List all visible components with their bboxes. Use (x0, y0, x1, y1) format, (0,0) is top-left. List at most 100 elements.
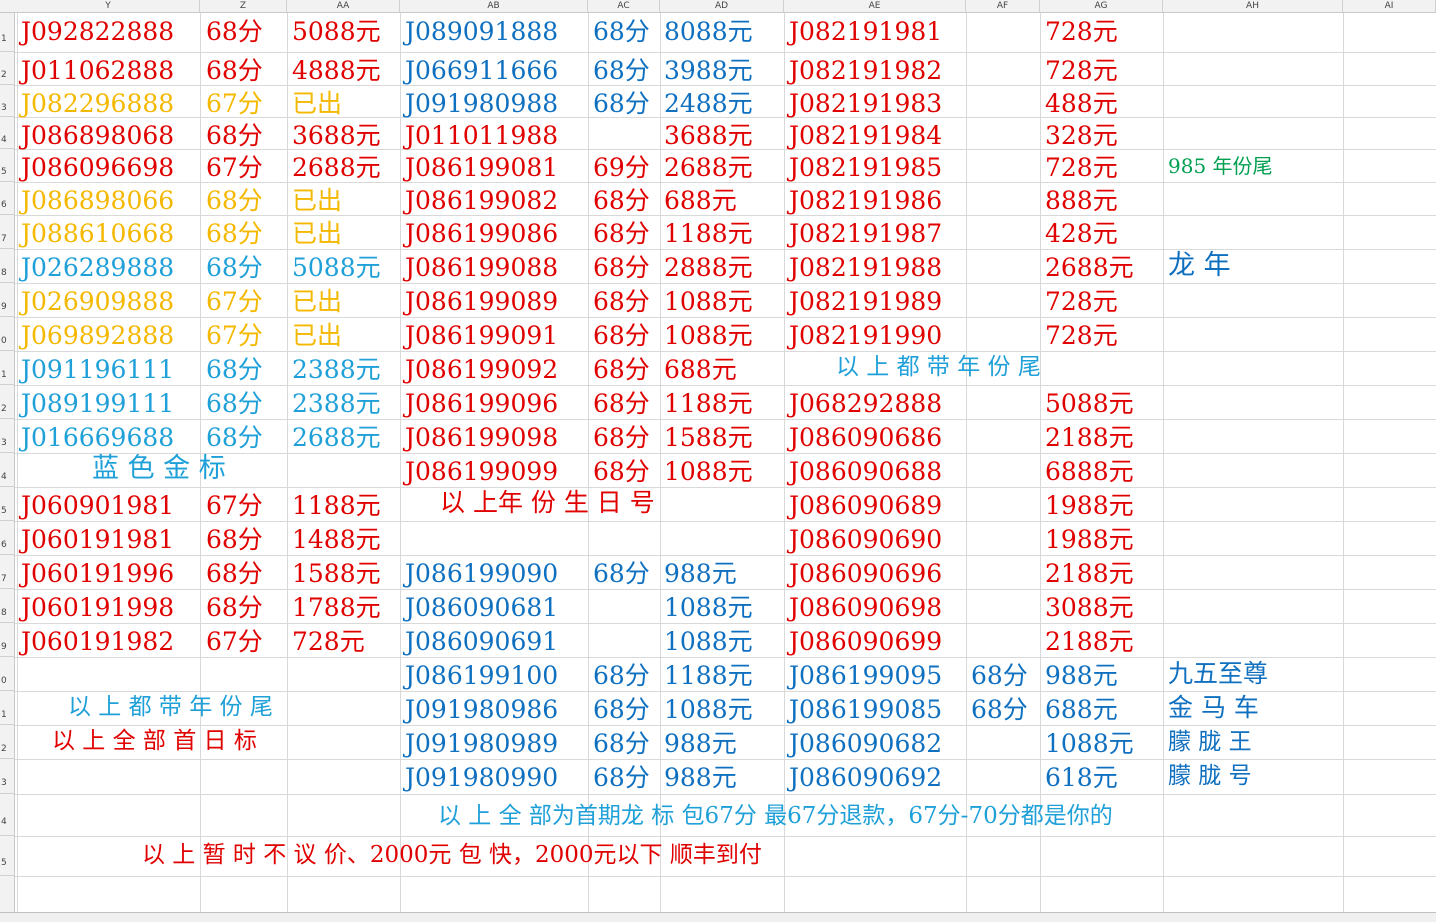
score-cell[interactable]: 68分 (593, 763, 650, 792)
phone-number-cell[interactable]: J092822888 (21, 17, 175, 46)
phone-number-cell[interactable]: J086090688 (789, 457, 943, 486)
phone-number-cell[interactable]: J086096698 (21, 153, 175, 182)
price-cell[interactable]: 2188元 (1045, 559, 1134, 588)
price-cell[interactable]: 4888元 (292, 56, 381, 85)
price-cell[interactable]: 988元 (1045, 661, 1118, 690)
price-cell[interactable]: 1088元 (664, 627, 753, 656)
row-header[interactable]: 1 (0, 13, 14, 52)
price-cell[interactable]: 728元 (1045, 321, 1118, 350)
price-cell[interactable]: 2688元 (1045, 253, 1134, 282)
phone-number-cell[interactable]: J060901981 (21, 491, 175, 520)
score-cell[interactable]: 68分 (206, 121, 263, 150)
phone-number-cell[interactable]: J086090690 (789, 525, 943, 554)
row-header[interactable]: 8 (0, 249, 14, 283)
price-cell[interactable]: 1788元 (292, 593, 381, 622)
score-cell[interactable]: 68分 (593, 695, 650, 724)
phone-number-cell[interactable]: J086199099 (405, 457, 559, 486)
price-cell[interactable]: 988元 (664, 559, 737, 588)
phone-number-cell[interactable]: J086199081 (405, 153, 559, 182)
score-cell[interactable]: 68分 (971, 661, 1028, 690)
price-cell[interactable]: 1088元 (664, 593, 753, 622)
price-cell[interactable]: 728元 (1045, 287, 1118, 316)
phone-number-cell[interactable]: J089091888 (405, 17, 559, 46)
phone-number-cell[interactable]: J082191987 (789, 219, 943, 248)
score-cell[interactable]: 68分 (206, 355, 263, 384)
phone-number-cell[interactable]: J082191988 (789, 253, 943, 282)
column-header[interactable]: AG (1040, 0, 1163, 12)
score-cell[interactable]: 67分 (206, 287, 263, 316)
row-header[interactable]: 5 (0, 149, 14, 182)
score-cell[interactable]: 68分 (206, 17, 263, 46)
price-cell[interactable]: 888元 (1045, 186, 1118, 215)
price-cell[interactable]: 618元 (1045, 763, 1118, 792)
score-cell[interactable]: 68分 (593, 89, 650, 118)
row-header[interactable]: 6 (0, 521, 14, 555)
score-cell[interactable]: 68分 (206, 525, 263, 554)
phone-number-cell[interactable]: J086199088 (405, 253, 559, 282)
phone-number-cell[interactable]: J069892888 (21, 321, 175, 350)
phone-number-cell[interactable]: J082296888 (21, 89, 175, 118)
price-cell[interactable]: 328元 (1045, 121, 1118, 150)
sheet-scrollbar[interactable] (0, 912, 1436, 922)
phone-number-cell[interactable]: J086090691 (405, 627, 559, 656)
row-header[interactable]: 0 (0, 317, 14, 351)
phone-number-cell[interactable]: J082191981 (789, 17, 943, 46)
price-cell[interactable]: 1988元 (1045, 525, 1134, 554)
phone-number-cell[interactable]: J060191982 (21, 627, 175, 656)
phone-number-cell[interactable]: J086199100 (405, 661, 559, 690)
price-cell[interactable]: 2188元 (1045, 627, 1134, 656)
score-cell[interactable]: 68分 (593, 729, 650, 758)
score-cell[interactable]: 68分 (593, 56, 650, 85)
price-cell[interactable]: 3088元 (1045, 593, 1134, 622)
price-cell[interactable]: 3988元 (664, 56, 753, 85)
score-cell[interactable]: 67分 (206, 89, 263, 118)
price-cell[interactable]: 1088元 (664, 287, 753, 316)
phone-number-cell[interactable]: J088610668 (21, 219, 175, 248)
phone-number-cell[interactable]: J086090692 (789, 763, 943, 792)
price-cell[interactable]: 2688元 (664, 153, 753, 182)
score-cell[interactable]: 69分 (593, 153, 650, 182)
score-cell[interactable]: 68分 (593, 253, 650, 282)
score-cell[interactable]: 67分 (206, 321, 263, 350)
row-header[interactable]: 5 (0, 487, 14, 521)
phone-number-cell[interactable]: J026909888 (21, 287, 175, 316)
phone-number-cell[interactable]: J082191983 (789, 89, 943, 118)
price-cell[interactable]: 2388元 (292, 355, 381, 384)
row-header[interactable]: 6 (0, 182, 14, 215)
score-cell[interactable]: 68分 (593, 219, 650, 248)
phone-number-cell[interactable]: J086199092 (405, 355, 559, 384)
phone-number-cell[interactable]: J086199090 (405, 559, 559, 588)
row-header[interactable]: 4 (0, 794, 14, 836)
price-cell[interactable]: 5088元 (1045, 389, 1134, 418)
phone-number-cell[interactable]: J082191989 (789, 287, 943, 316)
phone-number-cell[interactable]: J086199085 (789, 695, 943, 724)
score-cell[interactable]: 68分 (206, 389, 263, 418)
phone-number-cell[interactable]: J086898068 (21, 121, 175, 150)
row-header[interactable]: 7 (0, 215, 14, 249)
phone-number-cell[interactable]: J066911666 (405, 56, 559, 85)
row-header[interactable]: 3 (0, 85, 14, 117)
column-header[interactable]: AD (660, 0, 784, 12)
price-cell[interactable]: 2488元 (664, 89, 753, 118)
row-header[interactable]: 5 (0, 836, 14, 876)
phone-number-cell[interactable]: J086199095 (789, 661, 943, 690)
price-cell[interactable]: 5088元 (292, 17, 381, 46)
phone-number-cell[interactable]: J086199082 (405, 186, 559, 215)
phone-number-cell[interactable]: J086199089 (405, 287, 559, 316)
price-cell[interactable]: 已出 (292, 219, 343, 248)
score-cell[interactable]: 68分 (206, 219, 263, 248)
price-cell[interactable]: 688元 (664, 186, 737, 215)
price-cell[interactable]: 728元 (1045, 153, 1118, 182)
score-cell[interactable]: 68分 (593, 389, 650, 418)
column-header[interactable]: AE (784, 0, 966, 12)
price-cell[interactable]: 1088元 (664, 457, 753, 486)
phone-number-cell[interactable]: J011011988 (405, 121, 559, 150)
phone-number-cell[interactable]: J086090689 (789, 491, 943, 520)
price-cell[interactable]: 2688元 (292, 423, 381, 452)
price-cell[interactable]: 1088元 (664, 321, 753, 350)
score-cell[interactable]: 68分 (593, 186, 650, 215)
score-cell[interactable]: 67分 (206, 153, 263, 182)
price-cell[interactable]: 已出 (292, 186, 343, 215)
price-cell[interactable]: 已出 (292, 321, 343, 350)
row-header[interactable]: 4 (0, 453, 14, 487)
